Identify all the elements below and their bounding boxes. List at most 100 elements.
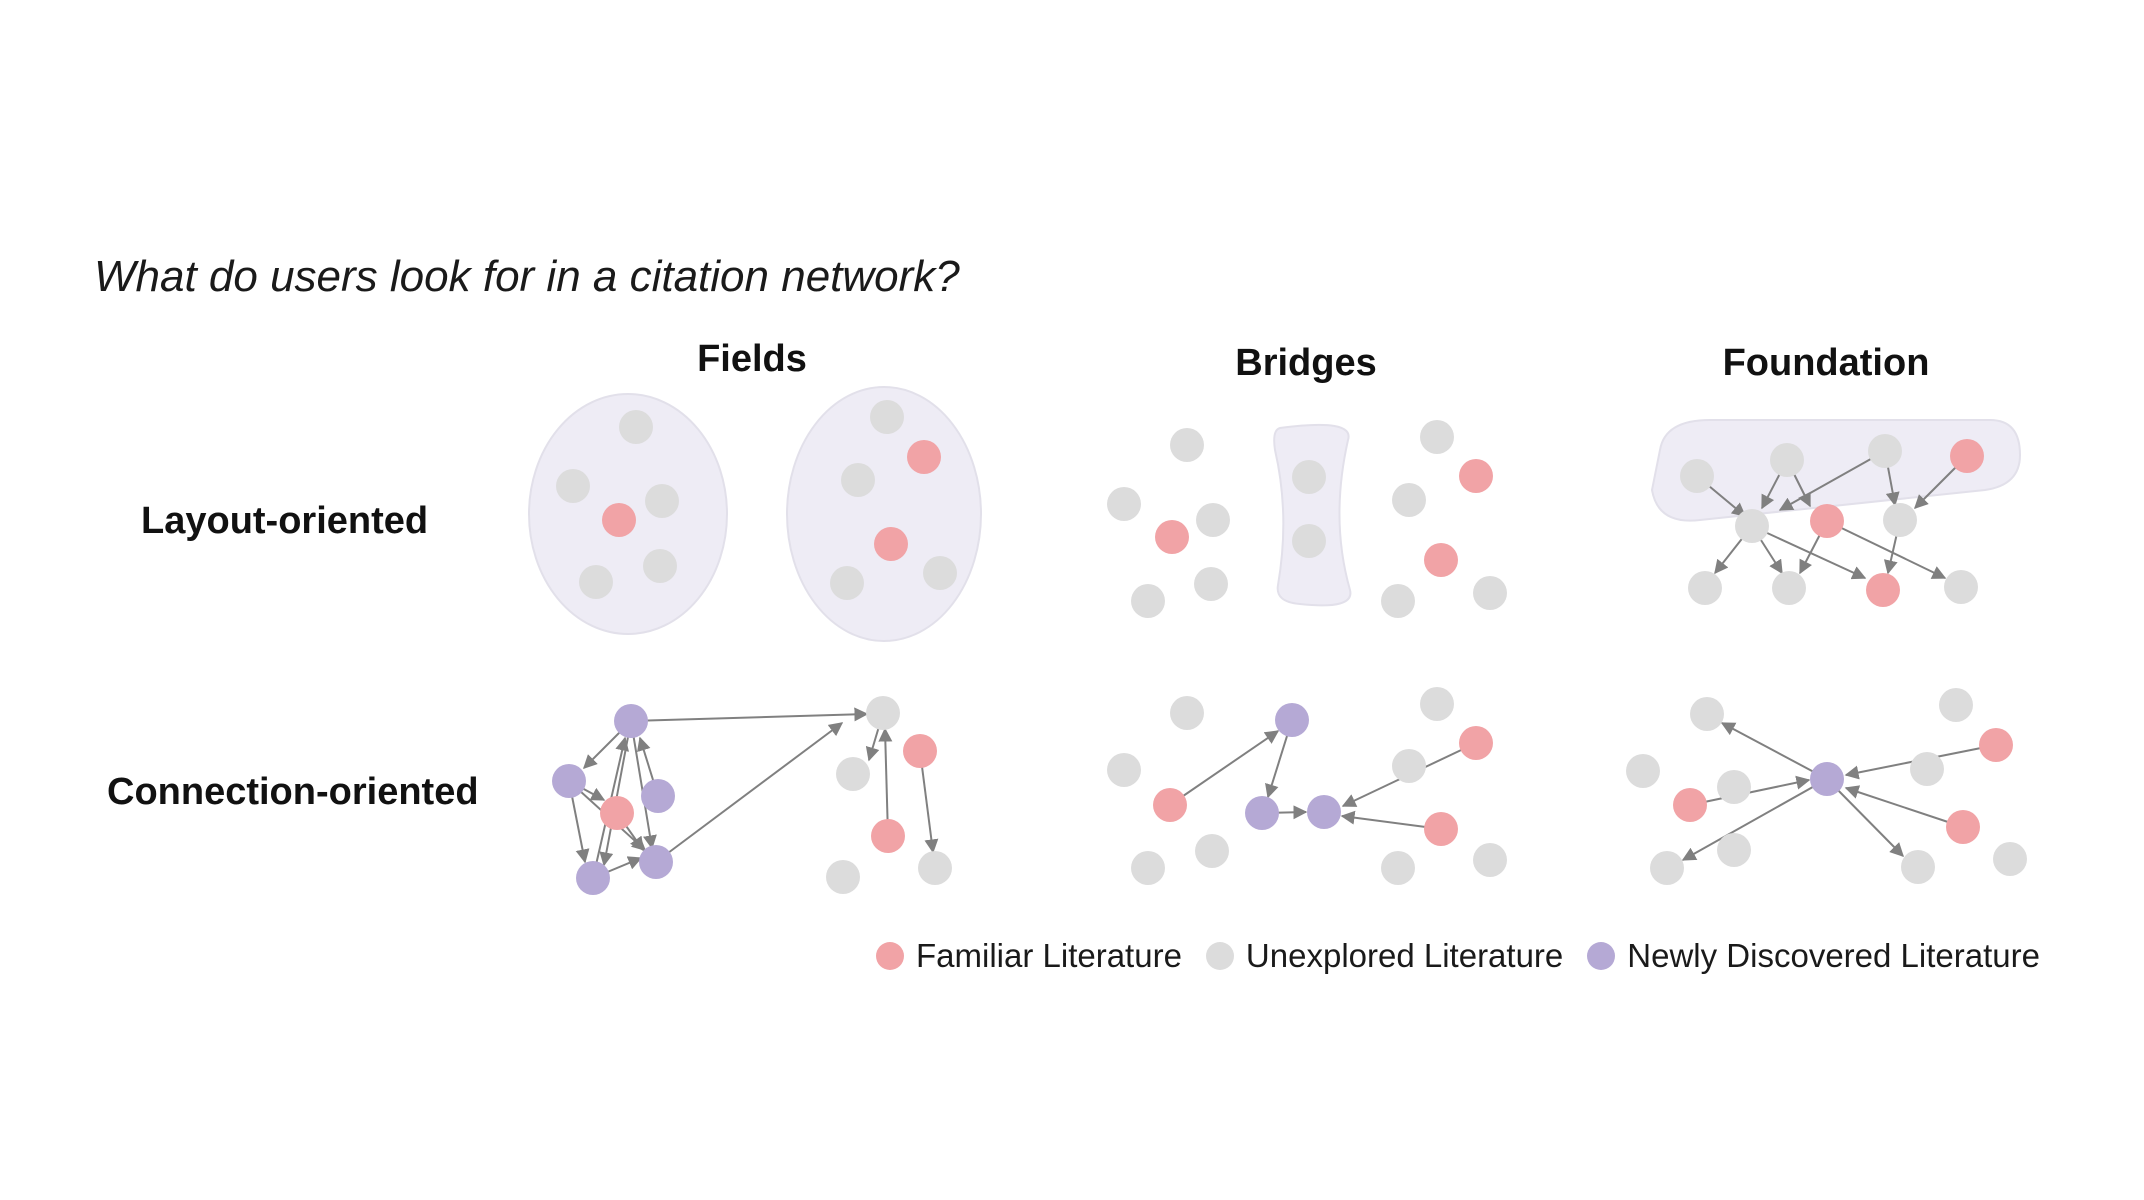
legend-label-familiar: Familiar Literature: [916, 937, 1182, 974]
unexplored-node: [1107, 487, 1141, 521]
unexplored-node: [836, 757, 870, 791]
unexplored-node: [1901, 850, 1935, 884]
unexplored-node: [870, 400, 904, 434]
familiar-node: [600, 796, 634, 830]
unexplored-node: [1910, 752, 1944, 786]
newly-discovered-node: [576, 861, 610, 895]
unexplored-node: [1650, 851, 1684, 885]
citation-edge: [630, 720, 657, 850]
unexplored-node: [1688, 571, 1722, 605]
citation-edge: [1751, 525, 1867, 580]
unexplored-node: [1868, 434, 1902, 468]
familiar-node: [1810, 504, 1844, 538]
unexplored-node: [923, 556, 957, 590]
unexplored-node: [1131, 584, 1165, 618]
unexplored-node: [1626, 754, 1660, 788]
familiar-dot-icon: [876, 942, 904, 970]
unexplored-node: [1735, 509, 1769, 543]
familiar-node: [1459, 726, 1493, 760]
familiar-node: [1459, 459, 1493, 493]
citation-edge: [655, 722, 844, 863]
familiar-node: [1424, 543, 1458, 577]
column-title-bridges: Bridges: [1235, 342, 1377, 384]
citation-edge: [1844, 785, 1964, 828]
unexplored-node: [556, 469, 590, 503]
familiar-node: [1673, 788, 1707, 822]
newly-dot-icon: [1587, 942, 1616, 970]
row-title-layout: Layout-oriented: [141, 500, 429, 542]
unexplored-node: [1772, 571, 1806, 605]
familiar-node: [1424, 812, 1458, 846]
newly-discovered-node: [1810, 762, 1844, 796]
unexplored-node: [1939, 688, 1973, 722]
row-title-connection: Connection-oriented: [107, 771, 479, 813]
unexplored-node: [1717, 833, 1751, 867]
citation-edge: [630, 707, 869, 722]
unexplored-node: [841, 463, 875, 497]
node-layer: [552, 400, 2027, 895]
citation-edge: [1720, 722, 1828, 780]
unexplored-node: [918, 851, 952, 885]
unexplored-node: [1420, 420, 1454, 454]
unexplored-node: [1717, 770, 1751, 804]
unexplored-node: [1690, 697, 1724, 731]
unexplored-node: [1292, 524, 1326, 558]
unexplored-node: [1420, 687, 1454, 721]
unexplored-node: [1473, 576, 1507, 610]
newly-discovered-node: [552, 764, 586, 798]
citation-edge: [1778, 450, 1886, 511]
familiar-node: [1155, 520, 1189, 554]
legend-label-newly: Newly Discovered Literature: [1627, 937, 2040, 974]
unexplored-node: [1392, 483, 1426, 517]
unexplored-node: [866, 696, 900, 730]
citation-edge: [1826, 520, 1947, 579]
legend-item-familiar: Familiar Literature: [876, 937, 1182, 975]
unexplored-node: [1944, 570, 1978, 604]
legend: Familiar Literature Unexplored Literatur…: [876, 937, 2064, 975]
unexplored-node: [579, 565, 613, 599]
unexplored-node: [1680, 459, 1714, 493]
familiar-node: [1946, 810, 1980, 844]
unexplored-node: [1770, 443, 1804, 477]
unexplored-node: [1883, 503, 1917, 537]
familiar-node: [907, 440, 941, 474]
unexplored-node: [830, 566, 864, 600]
familiar-node: [1950, 439, 1984, 473]
column-title-fields: Fields: [697, 338, 807, 380]
column-title-foundation: Foundation: [1722, 342, 1930, 384]
newly-discovered-node: [641, 779, 675, 813]
citation-edge: [1169, 730, 1280, 806]
familiar-node: [1979, 728, 2013, 762]
unexplored-node: [645, 484, 679, 518]
unexplored-node: [1170, 696, 1204, 730]
newly-discovered-node: [1245, 796, 1279, 830]
unexplored-node: [1194, 567, 1228, 601]
newly-discovered-node: [614, 704, 648, 738]
newly-discovered-node: [639, 845, 673, 879]
unexplored-node: [1107, 753, 1141, 787]
unexplored-node: [1381, 584, 1415, 618]
familiar-node: [602, 503, 636, 537]
unexplored-node: [1195, 834, 1229, 868]
newly-discovered-node: [1275, 703, 1309, 737]
unexplored-node: [1993, 842, 2027, 876]
unexplored-node: [1292, 460, 1326, 494]
unexplored-node: [1196, 503, 1230, 537]
unexplored-node: [1473, 843, 1507, 877]
bridge-cluster: [1273, 423, 1352, 607]
legend-item-unexplored: Unexplored Literature: [1205, 937, 1564, 975]
unexplored-node: [1170, 428, 1204, 462]
unexplored-node: [619, 410, 653, 444]
unexplored-node: [1392, 749, 1426, 783]
familiar-node: [1866, 573, 1900, 607]
unexplored-node: [643, 549, 677, 583]
legend-item-newly: Newly Discovered Literature: [1587, 937, 2040, 975]
legend-label-unexplored: Unexplored Literature: [1245, 937, 1564, 974]
unexplored-dot-icon: [1205, 942, 1234, 970]
citation-edge: [1681, 778, 1828, 861]
familiar-node: [871, 819, 905, 853]
familiar-node: [903, 734, 937, 768]
citation-edge: [878, 727, 893, 837]
unexplored-node: [826, 860, 860, 894]
